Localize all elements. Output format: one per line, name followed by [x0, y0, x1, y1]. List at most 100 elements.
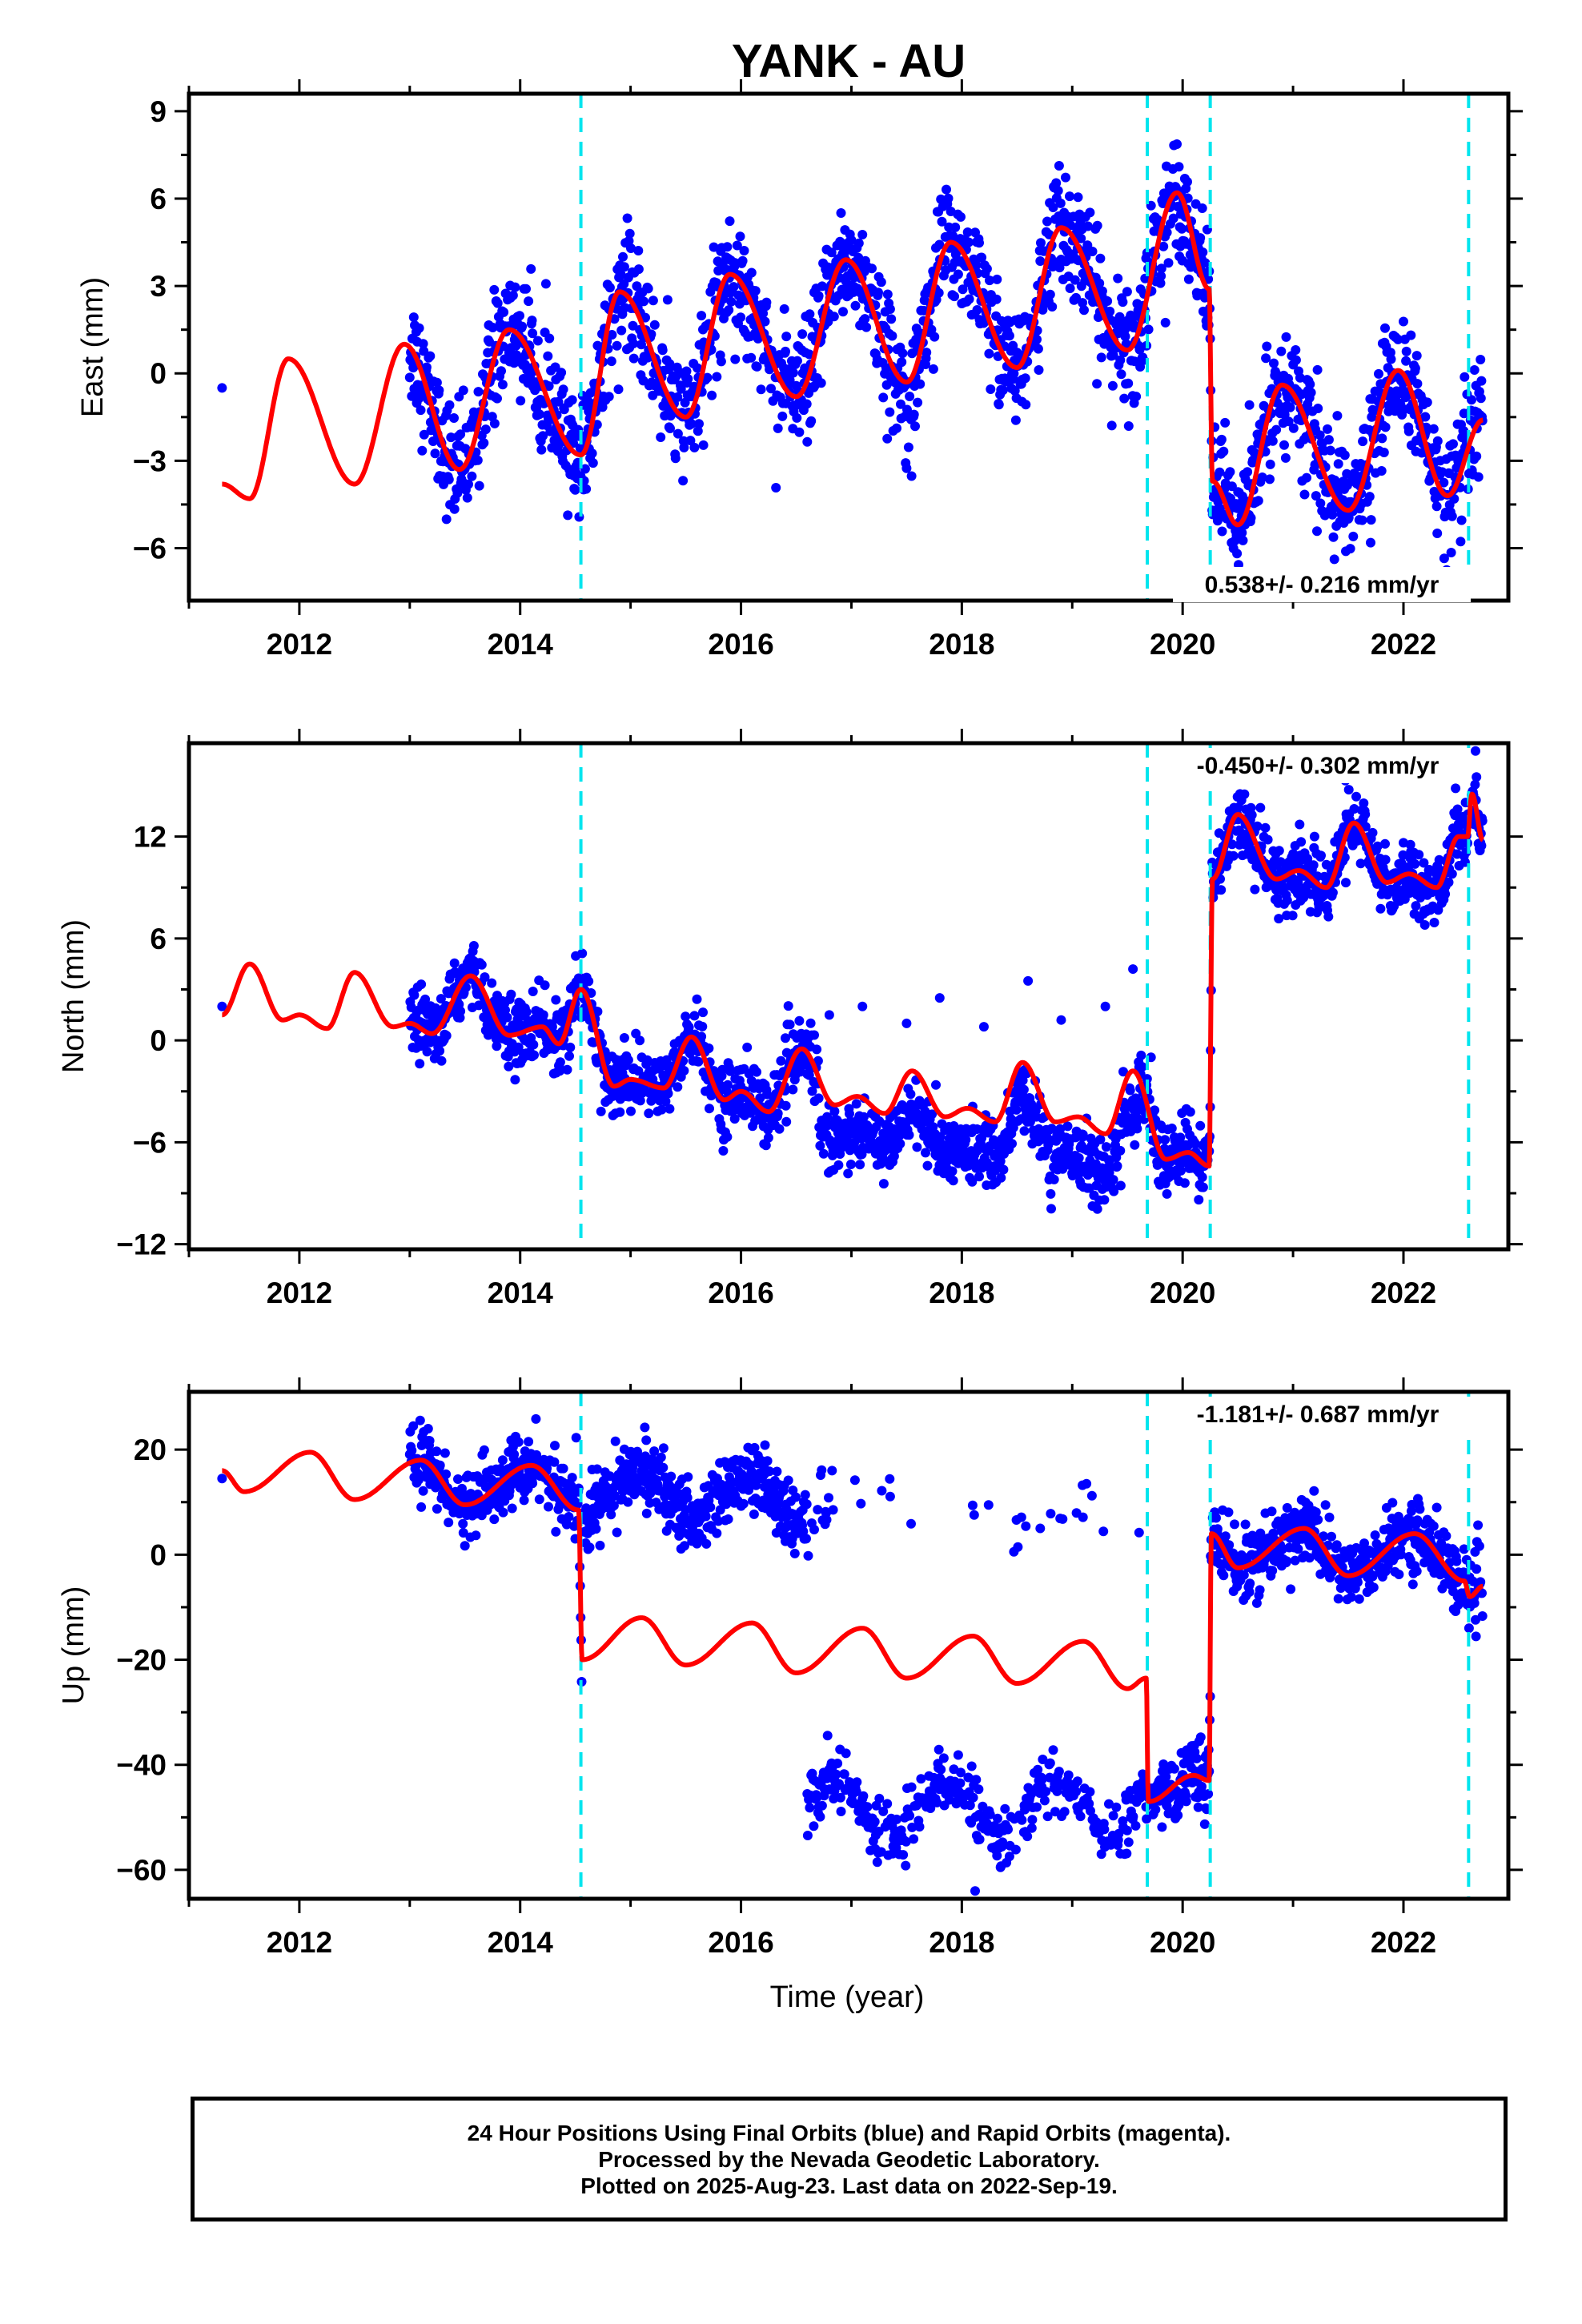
data-point — [1042, 216, 1052, 227]
data-point — [1262, 341, 1272, 352]
data-point — [718, 1146, 729, 1156]
data-point — [779, 304, 789, 314]
data-point — [1345, 544, 1355, 554]
data-point — [1220, 417, 1231, 428]
data-point — [1315, 498, 1326, 509]
data-point — [781, 1116, 792, 1127]
data-point — [746, 267, 757, 278]
data-point — [1412, 379, 1423, 389]
data-point — [489, 1514, 500, 1525]
data-point — [1035, 256, 1046, 266]
data-point — [558, 384, 568, 395]
data-point — [588, 458, 598, 468]
y-tick-label: 9 — [150, 95, 167, 128]
data-point — [1309, 831, 1319, 842]
data-point — [992, 274, 1002, 284]
data-point — [1097, 286, 1107, 296]
data-point — [827, 1466, 837, 1476]
data-point — [540, 279, 551, 289]
data-point — [983, 1500, 994, 1510]
data-point — [449, 958, 460, 968]
data-point — [1291, 355, 1301, 365]
data-point — [662, 295, 673, 305]
data-point — [1280, 452, 1291, 463]
data-point — [528, 1039, 539, 1050]
data-point — [985, 275, 994, 286]
data-point — [934, 993, 945, 1003]
data-point — [528, 1478, 538, 1489]
velocity-rate-label: -0.450+/- 0.302 mm/yr — [1197, 753, 1439, 779]
data-point — [531, 1413, 541, 1424]
data-point — [1054, 161, 1064, 171]
data-point — [551, 995, 561, 1005]
data-point — [1399, 316, 1408, 327]
data-point — [1010, 386, 1020, 396]
data-point — [1142, 247, 1152, 258]
data-point — [1411, 351, 1422, 361]
data-point — [885, 304, 895, 314]
data-point — [926, 324, 937, 335]
data-point — [1343, 785, 1354, 795]
data-point — [595, 1540, 605, 1550]
data-point — [1123, 378, 1134, 388]
data-point — [771, 483, 781, 493]
data-point — [1306, 388, 1316, 398]
data-point — [1410, 363, 1420, 373]
data-point — [836, 208, 846, 218]
data-point — [616, 325, 627, 336]
data-point — [610, 1436, 620, 1446]
data-point — [550, 1441, 560, 1451]
data-point — [1085, 207, 1095, 218]
data-point — [817, 1800, 827, 1811]
data-point — [845, 1160, 856, 1169]
data-point — [815, 1811, 825, 1822]
data-point — [724, 305, 734, 316]
data-point — [707, 390, 717, 400]
data-point — [813, 1093, 824, 1104]
data-point — [673, 392, 683, 402]
data-point — [1342, 468, 1352, 479]
data-point — [562, 1064, 572, 1075]
data-point — [1308, 860, 1319, 870]
data-point — [553, 396, 564, 407]
data-point — [580, 464, 590, 474]
data-point — [498, 1507, 508, 1518]
data-point — [809, 1821, 819, 1831]
data-point — [1366, 515, 1376, 525]
data-point — [635, 1035, 645, 1046]
data-point — [1105, 306, 1115, 316]
data-point — [921, 348, 932, 358]
data-point — [996, 1172, 1006, 1183]
data-point — [449, 504, 460, 514]
data-point — [555, 1057, 565, 1068]
data-point — [1122, 287, 1132, 297]
data-point — [418, 1486, 428, 1496]
data-point — [1183, 274, 1194, 284]
data-point — [735, 231, 745, 242]
data-point — [702, 372, 713, 383]
data-point — [1456, 537, 1466, 547]
data-point — [1329, 554, 1339, 565]
data-point — [872, 1857, 882, 1868]
data-point — [732, 240, 742, 251]
data-point — [1269, 358, 1279, 368]
data-point — [809, 1030, 819, 1040]
data-point — [930, 332, 940, 342]
data-point — [885, 1474, 895, 1484]
data-point — [581, 484, 592, 494]
data-point — [1198, 247, 1208, 257]
data-point — [1358, 436, 1368, 447]
data-point — [1160, 317, 1170, 328]
data-point — [685, 436, 696, 446]
data-point — [1279, 440, 1289, 450]
data-point — [624, 228, 635, 239]
data-point — [658, 1462, 669, 1473]
data-point — [756, 384, 766, 395]
data-point — [805, 1803, 815, 1813]
data-point — [968, 1792, 978, 1803]
data-point — [1197, 203, 1207, 213]
y-tick-label: −6 — [133, 1126, 167, 1159]
data-point — [679, 1066, 689, 1076]
data-point — [1219, 446, 1229, 456]
data-point — [772, 1466, 782, 1477]
